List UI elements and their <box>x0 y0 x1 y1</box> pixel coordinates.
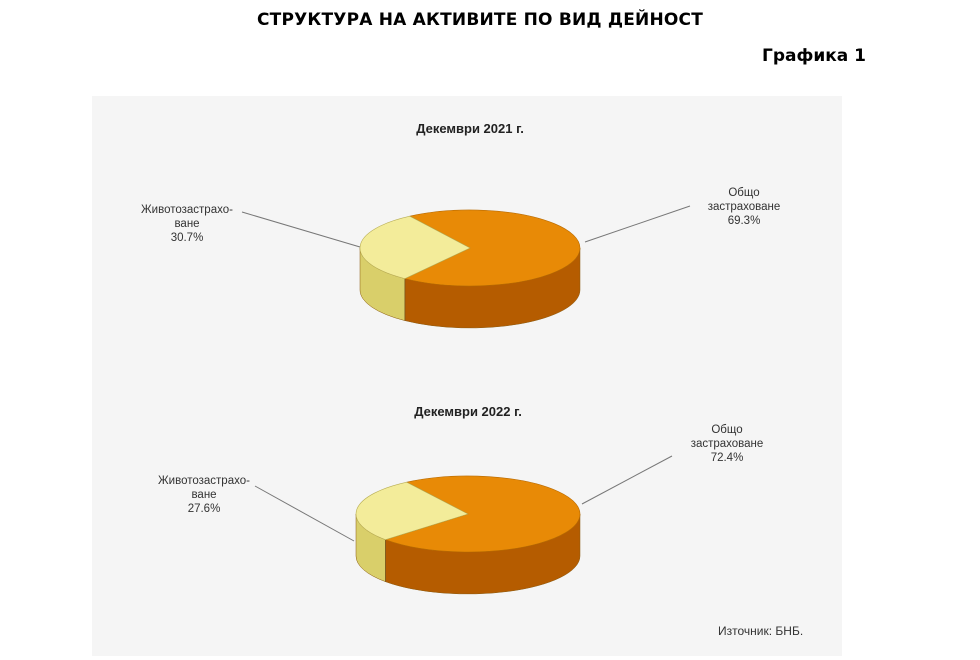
pie-1-value-label-general: 69.3% <box>728 215 761 227</box>
pie-2-leader-general <box>581 455 673 505</box>
pie-1-name-label-life: ване <box>174 218 199 230</box>
pie-2-slice-general <box>384 475 581 553</box>
pie-2-name-label-life: Животозастрахо- <box>158 475 250 487</box>
pie-2-slice-life <box>355 481 469 541</box>
pie-2-title: Декември 2022 г. <box>414 404 522 419</box>
pie-1-slice-general <box>404 209 581 287</box>
pie-1-name-label-general: Общо <box>728 187 759 199</box>
pie-1-leader-general <box>584 205 691 243</box>
chart-panel: Декември 2021 г. Общо застраховане 69.3% Жив… <box>92 96 842 656</box>
pie-2-value-label-general: 72.4% <box>711 452 744 464</box>
pie-1-title: Декември 2021 г. <box>416 121 524 136</box>
pie-1-leader-life <box>241 211 361 248</box>
pie-2-leader-life <box>254 485 355 542</box>
pie-1-slice-life <box>359 215 471 279</box>
main-title: СТРУКТУРА НА АКТИВИТЕ ПО ВИД ДЕЙНОСТ <box>256 10 704 30</box>
figure-label: Графика 1 <box>761 46 866 66</box>
pie-1-name-label-general: застраховане <box>708 201 781 213</box>
pie-2-name-label-general: Общо <box>711 424 742 436</box>
pie-2-value-label-life: 27.6% <box>188 503 221 515</box>
pie-2-name-label-general: застраховане <box>691 438 764 450</box>
pie-charts-svg: Декември 2021 г. Общо застраховане 69.3% Жив… <box>141 121 781 595</box>
source-note: Източник: БНБ. <box>718 624 804 638</box>
pie-2-name-label-life: ване <box>191 489 216 501</box>
pie-1-name-label-life: Животозастрахо- <box>141 204 233 216</box>
pie-1-value-label-life: 30.7% <box>171 232 204 244</box>
